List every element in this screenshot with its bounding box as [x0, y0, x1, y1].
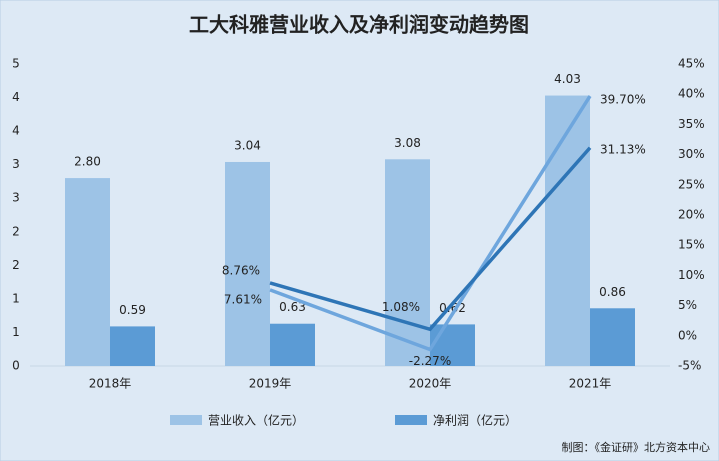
y2-tick-label: 10%: [678, 268, 705, 282]
line-data-label: 7.61%: [224, 292, 262, 306]
y-tick-label: 4: [12, 124, 20, 138]
line-data-label: 39.70%: [600, 93, 646, 107]
data-label: 3.08: [394, 136, 421, 150]
line: [269, 146, 592, 332]
x-tick-label: 2018年: [89, 377, 132, 391]
bar: [385, 159, 430, 366]
y-tick-label: 2: [12, 258, 20, 272]
bar: [430, 324, 475, 366]
y2-tick-label: 40%: [678, 87, 705, 101]
y2-tick-label: 0%: [678, 328, 697, 342]
x-tick-label: 2019年: [249, 377, 292, 391]
data-label: 0.86: [599, 285, 626, 299]
line-data-label: -2.27%: [409, 354, 451, 368]
line-data-label: 8.76%: [222, 263, 260, 277]
legend-swatch: [395, 415, 427, 425]
bar: [110, 326, 155, 366]
data-label: 4.03: [554, 72, 581, 86]
y-tick-label: 3: [12, 157, 20, 171]
bar: [545, 95, 590, 366]
y-tick-label: 0: [12, 359, 20, 373]
y2-tick-label: 20%: [678, 208, 705, 222]
bar: [270, 323, 315, 366]
data-label: 3.04: [234, 138, 261, 152]
y2-tick-label: 15%: [678, 238, 705, 252]
y2-tick-label: 25%: [678, 177, 705, 191]
line-data-label: 31.13%: [600, 142, 646, 156]
legend-label: 净利润（亿元）: [433, 413, 517, 428]
y2-tick-label: 30%: [678, 147, 705, 161]
bar: [225, 161, 270, 366]
chart-title: 工大科雅营业收入及净利润变动趋势图: [189, 13, 529, 37]
data-label: 0.63: [279, 300, 306, 314]
y-tick-label: 1: [12, 291, 20, 305]
line: [269, 95, 592, 352]
bar: [590, 308, 635, 366]
x-tick-label: 2021年: [569, 377, 612, 391]
data-label: 0.59: [119, 303, 146, 317]
y2-tick-label: 35%: [678, 117, 705, 131]
data-label: 2.80: [74, 155, 101, 169]
line-data-label: 1.08%: [382, 300, 420, 314]
y-tick-label: 3: [12, 191, 20, 205]
bar: [65, 178, 110, 366]
legend-swatch: [170, 415, 202, 425]
legend-label: 营业收入（亿元）: [208, 413, 304, 428]
y-tick-label: 2: [12, 224, 20, 238]
y2-tick-label: -5%: [678, 359, 701, 373]
y-tick-label: 1: [12, 325, 20, 339]
y2-tick-label: 45%: [678, 57, 705, 71]
y-tick-label: 5: [12, 57, 20, 71]
x-tick-label: 2020年: [409, 377, 452, 391]
source-note: 制图：《金证研》北方资本中心: [562, 440, 711, 454]
y2-tick-label: 5%: [678, 298, 697, 312]
y-tick-label: 4: [12, 90, 20, 104]
